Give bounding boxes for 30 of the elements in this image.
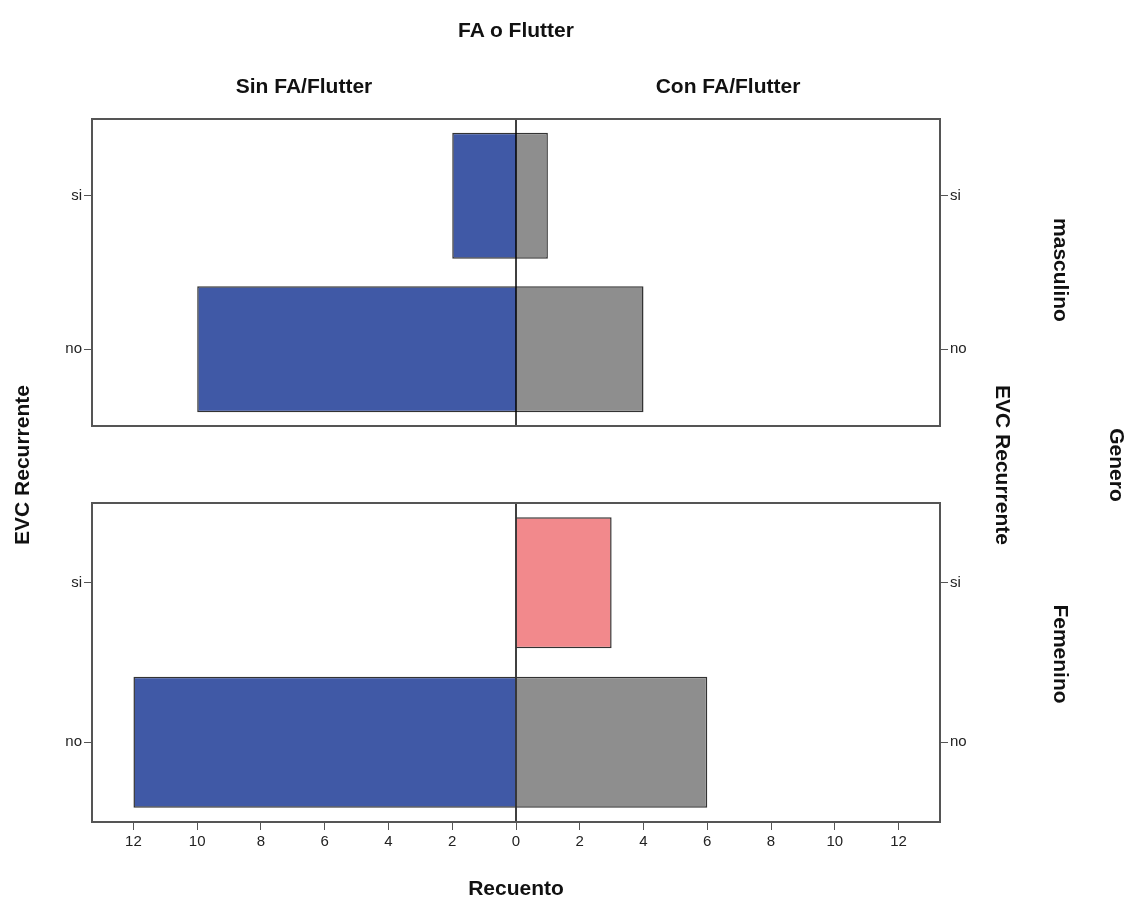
text: Con FA/Flutter: [655, 74, 801, 98]
category-label: no: [950, 339, 967, 357]
y-tick-label: si: [71, 572, 82, 590]
x-axis-title: Recuento: [468, 876, 564, 900]
x-tick-label: 10: [826, 832, 844, 850]
x-tick-label: 12: [890, 832, 907, 850]
x-tick-label: 8: [766, 832, 776, 850]
y-tick-label: no: [65, 339, 82, 357]
x-tick-label: 12: [125, 832, 142, 850]
legend-title: FA o Flutter: [458, 18, 574, 42]
x-tick-label: 10: [188, 832, 206, 850]
x-tick-label: 2: [448, 832, 457, 850]
category-label: no: [950, 732, 967, 750]
category-label: si: [950, 185, 961, 203]
text: masculino: [1049, 217, 1073, 322]
y-axis-title: EVC Recurrente: [10, 385, 34, 545]
text: Genero: [1105, 428, 1129, 502]
text: Sin FA/Flutter: [235, 74, 373, 98]
y-tick-label: si: [71, 185, 82, 203]
x-tick-label: 6: [703, 832, 712, 850]
y2-axis-title: EVC Recurrente: [991, 385, 1015, 545]
text: Femenino: [1049, 604, 1073, 704]
x-tick-label: 8: [256, 832, 266, 850]
x-tick-label: 4: [384, 832, 393, 850]
x-tick-label: 2: [575, 832, 584, 850]
x-tick-label: 4: [639, 832, 648, 850]
category-label: si: [950, 572, 961, 590]
y-tick-label: no: [65, 732, 82, 750]
x-tick-label: 0: [511, 832, 521, 850]
x-tick-label: 6: [320, 832, 329, 850]
